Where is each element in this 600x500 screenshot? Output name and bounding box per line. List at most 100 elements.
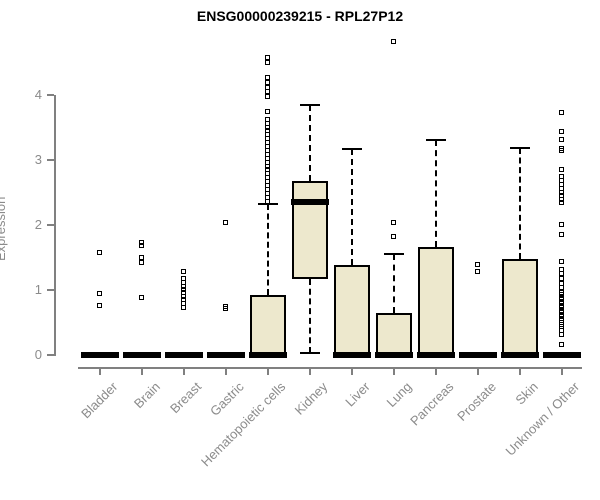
x-tick-pancreas [435,369,437,375]
outlier-point-unknown-other [559,289,564,295]
outlier-point-unknown-other [559,266,564,272]
outlier-point-bladder [97,249,102,255]
outlier-point-unknown-other [559,285,564,291]
median-bladder [81,352,119,358]
whisker-cap-upper-lung [384,253,404,256]
x-tick-bladder [99,369,101,375]
y-tick-label: 1 [34,282,42,297]
median-breast [165,352,203,358]
outlier-point-bladder [97,290,102,296]
outlier-point-unknown-other [559,147,564,153]
outlier-point-lung [391,38,396,44]
outlier-point-breast [181,305,186,311]
category-label-unknown-other: Unknown / Other [503,379,583,459]
outlier-point-brain [139,254,144,260]
outlier-point-breast [181,287,186,292]
box-skin [502,258,538,355]
whisker-upper-lung [393,254,395,314]
outlier-point-breast [181,290,186,296]
category-label-prostate: Prostate [453,379,499,424]
outlier-point-hematopoietic-cells [265,108,270,114]
median-gastric [207,352,245,358]
median-unknown-other [543,352,581,358]
whisker-cap-upper-liver [342,147,362,150]
chart-title: ENSG00000239215 - RPL27P12 [196,8,404,24]
outlier-point-breast [181,296,186,302]
outlier-point-unknown-other [559,110,564,116]
outlier-point-lung [391,220,396,226]
outlier-point-gastric [223,305,228,311]
category-label-kidney: Kidney [291,379,331,418]
median-kidney [291,199,329,206]
x-tick-hematopoietic-cells [267,369,269,375]
outlier-point-prostate [475,261,480,267]
outlier-point-unknown-other [559,275,564,281]
x-tick-breast [183,369,185,375]
outlier-point-breast [181,268,186,274]
x-tick-skin [519,369,521,375]
outlier-point-unknown-other [559,294,564,300]
y-axis-line [54,95,56,356]
category-label-lung: Lung [383,379,415,411]
outlier-point-unknown-other [559,166,564,172]
outlier-point-unknown-other [559,199,564,205]
outlier-point-unknown-other [559,297,564,303]
x-tick-unknown-other [561,369,563,375]
outlier-point-prostate [475,269,480,275]
category-label-pancreas: Pancreas [407,379,457,429]
outlier-point-brain [139,240,144,246]
box-lung [376,313,412,355]
outlier-point-hematopoietic-cells [265,59,270,65]
y-tick [47,289,54,291]
outlier-point-unknown-other [559,136,564,142]
outlier-point-breast [181,283,186,289]
whisker-cap-lower-kidney [300,352,320,355]
median-brain [123,352,161,358]
outlier-point-brain [139,294,144,300]
y-tick [47,94,54,96]
median-liver [333,352,371,358]
outlier-point-hematopoietic-cells [265,89,270,95]
median-hematopoietic-cells [249,352,287,358]
box-pancreas [418,247,454,355]
whisker-cap-upper-pancreas [426,138,446,141]
whisker-upper-hematopoietic-cells [267,203,269,296]
outlier-point-bladder [97,302,102,308]
outlier-point-unknown-other [559,129,564,135]
whisker-upper-skin [519,148,521,259]
outlier-point-unknown-other [559,310,564,316]
y-tick-label: 2 [34,217,42,232]
x-tick-prostate [477,369,479,375]
outlier-point-unknown-other [559,222,564,227]
x-axis-line [78,367,582,369]
outlier-point-hematopoietic-cells [265,198,270,204]
x-tick-brain [141,369,143,375]
y-tick [47,354,54,356]
outlier-point-hematopoietic-cells [265,93,270,99]
box-hematopoietic-cells [250,295,286,355]
outlier-point-unknown-other [559,331,564,337]
outlier-point-hematopoietic-cells [265,84,270,90]
median-skin [501,352,539,358]
y-tick-label: 0 [34,347,42,362]
x-tick-liver [351,369,353,375]
outlier-point-unknown-other [559,302,564,308]
y-tick-label: 4 [34,87,42,102]
outlier-point-brain [139,243,144,249]
whisker-upper-pancreas [435,139,437,248]
outlier-point-unknown-other [559,292,564,298]
category-label-brain: Brain [130,379,163,412]
box-liver [334,265,370,355]
outlier-point-unknown-other [559,231,564,237]
outlier-point-unknown-other [559,305,564,311]
category-label-bladder: Bladder [78,379,121,422]
median-prostate [459,352,497,358]
whisker-lower-kidney [309,278,311,354]
median-lung [375,352,413,358]
category-label-gastric: Gastric [206,379,247,419]
outlier-point-lung [391,233,396,239]
outlier-point-unknown-other [559,280,564,286]
category-label-liver: Liver [342,379,373,410]
outlier-point-unknown-other [559,259,564,265]
outlier-point-hematopoietic-cells [265,75,270,81]
